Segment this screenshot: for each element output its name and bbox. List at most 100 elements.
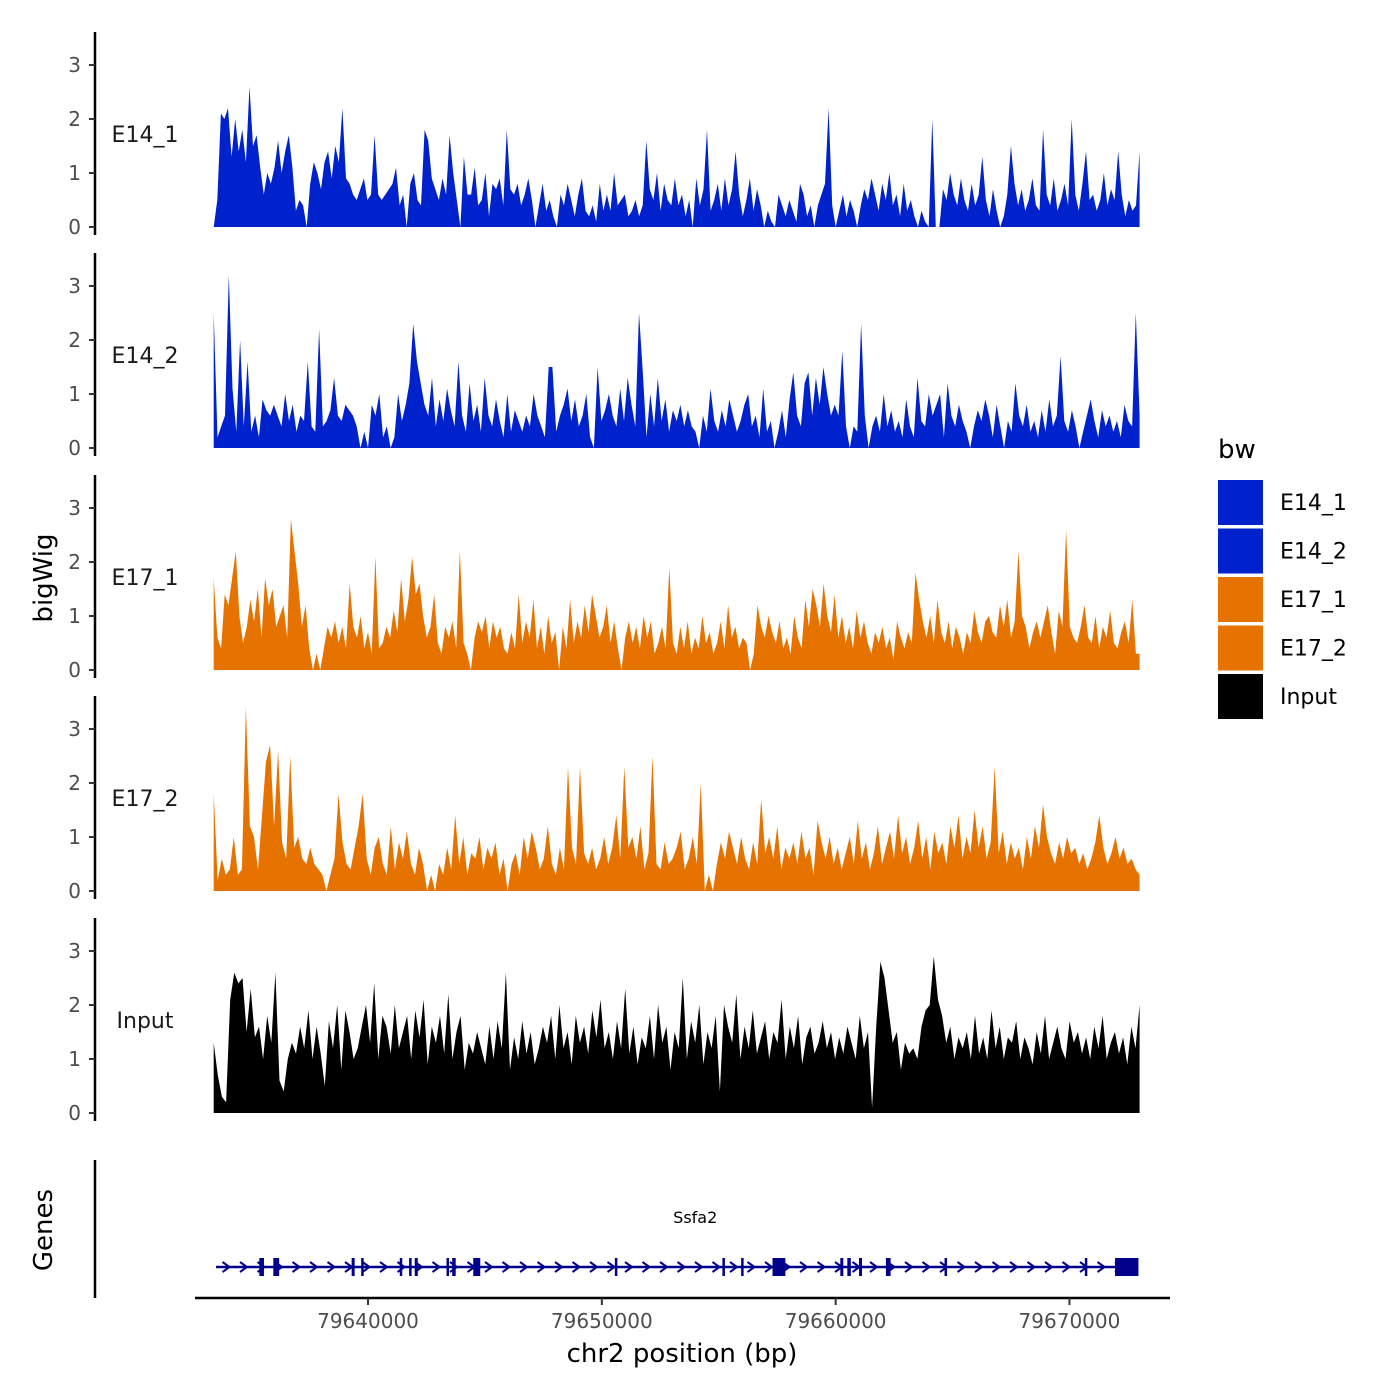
legend-label-E14_1: E14_1 [1280,491,1347,516]
x-tick-label: 79660000 [785,1309,887,1333]
exon [273,1258,280,1276]
y-tick-label: 2 [68,771,81,795]
legend-label-E17_2: E17_2 [1280,637,1347,662]
strand-arrow [291,1261,302,1273]
track-E14_1: 0 1 2 3 E14_1 [68,32,1140,239]
y-tick-label: 3 [68,717,81,741]
legend-label-Input: Input [1280,685,1337,710]
strand-arrow [606,1261,617,1273]
legend-label-E14_2: E14_2 [1280,540,1347,565]
track-E17_1: 0 1 2 3 E17_1 [68,475,1140,682]
strand-arrow [519,1261,529,1273]
strand-arrow [361,1261,372,1273]
strand-arrow [309,1261,319,1273]
track-label: E14_1 [112,123,179,148]
strand-arrow [659,1261,669,1273]
strand-arrow [624,1261,634,1273]
exon-thin [361,1258,364,1276]
track-label: Input [117,1009,174,1034]
strand-arrow [239,1261,249,1273]
strand-arrow [746,1261,757,1273]
legend-swatch-E17_2 [1218,625,1263,671]
strand-arrow [536,1261,547,1273]
y-tick-label: 2 [68,550,81,574]
strand-arrow [1026,1261,1037,1273]
exon-thin [446,1258,450,1276]
track-E17_2: 0 1 2 3 E17_2 [68,696,1140,903]
x-tick-label: 79670000 [1019,1309,1121,1333]
strand-arrow [764,1261,774,1273]
y-tick-label: 3 [68,53,81,77]
coverage-area [213,86,1140,227]
y-tick-label: 1 [68,382,81,406]
y-tick-label: 0 [68,436,81,460]
y-tick-label: 0 [68,879,81,903]
legend-swatch-E14_1 [1218,480,1263,525]
exon [772,1258,786,1276]
y-tick-label: 0 [68,215,81,239]
strand-arrow [694,1261,704,1273]
coverage-area [213,707,1140,891]
coverage-area [213,275,1140,448]
exon-thin [399,1258,403,1276]
strand-arrow [326,1261,337,1273]
strand-arrow [431,1261,442,1273]
strand-arrow [1009,1261,1019,1273]
x-axis: 79640000 79650000 79660000 79670000 [195,1296,1170,1333]
y-axis-title: bigWig [29,533,59,622]
strand-arrow [729,1261,739,1273]
strand-arrow [379,1261,389,1273]
exon-thin [741,1258,744,1276]
exon-thin [944,1258,948,1276]
strand-arrow [956,1261,967,1273]
legend-swatch-E17_1 [1218,577,1263,622]
exon [452,1258,456,1276]
coverage-tracks: 0 1 2 3 E14_1 0 1 2 3 E14_2 0 1 2 3 E17_1 0 1 2 3 E17_2 0 1 2 3… [68,32,1140,1125]
exon [885,1258,891,1276]
legend-label-E17_1: E17_1 [1280,588,1347,613]
exon-thin [1084,1258,1088,1276]
x-tick-label: 79650000 [551,1309,653,1333]
coverage-area [213,956,1140,1113]
legend-swatch-Input [1218,674,1263,719]
x-axis-title: chr2 position (bp) [567,1339,798,1369]
strand-arrow [1061,1261,1072,1273]
coverage-area [213,518,1140,670]
y-tick-label: 1 [68,161,81,185]
exon [859,1258,863,1276]
strand-arrow [676,1261,687,1273]
strand-arrow [991,1261,1002,1273]
strand-arrow [589,1261,599,1273]
y-tick-label: 0 [68,1101,81,1125]
gene-name-label: Ssfa2 [673,1208,717,1227]
strand-arrow [484,1261,494,1273]
y-tick-label: 1 [68,1047,81,1071]
legend-swatch-E14_2 [1218,528,1263,574]
y-tick-label: 2 [68,107,81,131]
strand-arrow [974,1261,984,1273]
exon [840,1258,844,1276]
legend-title: bw [1218,435,1256,465]
y-tick-label: 1 [68,825,81,849]
exon-thin [409,1258,412,1276]
y-tick-label: 3 [68,496,81,520]
strand-arrow [904,1261,914,1273]
strand-arrow [641,1261,652,1273]
strand-arrow [501,1261,512,1273]
track-E14_2: 0 1 2 3 E14_2 [68,253,1140,460]
track-label: E17_1 [112,566,179,591]
genes-axis-title: Genes [29,1189,59,1271]
strand-arrow [921,1261,932,1273]
strand-arrow [711,1261,722,1273]
gene-track: Ssfa2 [93,1160,1139,1298]
y-tick-label: 0 [68,658,81,682]
track-label: E14_2 [112,344,179,369]
exon [351,1258,355,1276]
exon [473,1258,481,1276]
exon [414,1258,418,1276]
strand-arrow [869,1261,879,1273]
track-Input: 0 1 2 3 Input [68,918,1140,1125]
strand-arrow [221,1261,232,1273]
y-tick-label: 3 [68,939,81,963]
strand-arrow [1096,1261,1107,1273]
